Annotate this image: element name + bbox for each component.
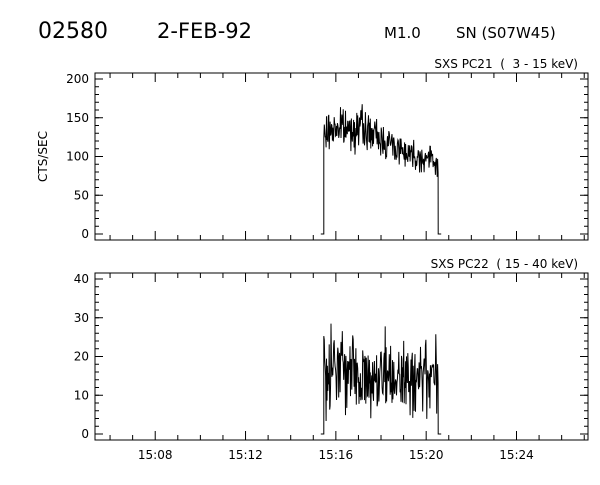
goes-class: M1.0 [384, 24, 421, 42]
pc21-y-axis-label: CTS/SEC [36, 131, 50, 182]
pc21-y-tick-label: 100 [66, 150, 89, 164]
pc22-x-tick-label: 15:12 [228, 448, 263, 462]
pc21-plot-frame [94, 72, 589, 241]
pc22-y-tick-label: 40 [74, 272, 89, 286]
pc21-y-tick-label: 50 [74, 188, 89, 202]
pc22-y-tick-label: 20 [74, 350, 89, 364]
pc22-y-tick-label: 10 [74, 388, 89, 402]
pc22-x-tick-label: 15:08 [138, 448, 173, 462]
pc21-y-tick-label: 200 [66, 72, 89, 86]
pc22-title: SXS PC22 ( 15 - 40 keV) [431, 257, 578, 271]
pc21-y-tick-label: 0 [81, 227, 89, 241]
pc21-series-line [320, 104, 442, 235]
pc21-y-tick-label: 150 [66, 111, 89, 125]
pc22-x-tick-label: 15:20 [409, 448, 444, 462]
pc22-x-tick-label: 15:24 [499, 448, 534, 462]
pc22-plot-frame [94, 272, 589, 441]
pc22-y-tick-label: 30 [74, 311, 89, 325]
pc22-series-line [320, 323, 442, 435]
panel-pc22: SXS PC22 ( 15 - 40 keV) 0 10 20 30 40 15:08 15:… [74, 257, 589, 462]
event-date: 2-FEB-92 [157, 19, 252, 43]
pc21-title: SXS PC21 ( 3 - 15 keV) [434, 57, 578, 71]
pc22-y-tick-label: 0 [81, 427, 89, 441]
event-id: 02580 [38, 19, 108, 44]
pc22-x-tick-label: 15:16 [319, 448, 354, 462]
flare-location: SN (S07W45) [456, 24, 556, 42]
panel-pc21: SXS PC21 ( 3 - 15 keV) CTS/SEC 0 50 100 150 20… [36, 57, 589, 241]
